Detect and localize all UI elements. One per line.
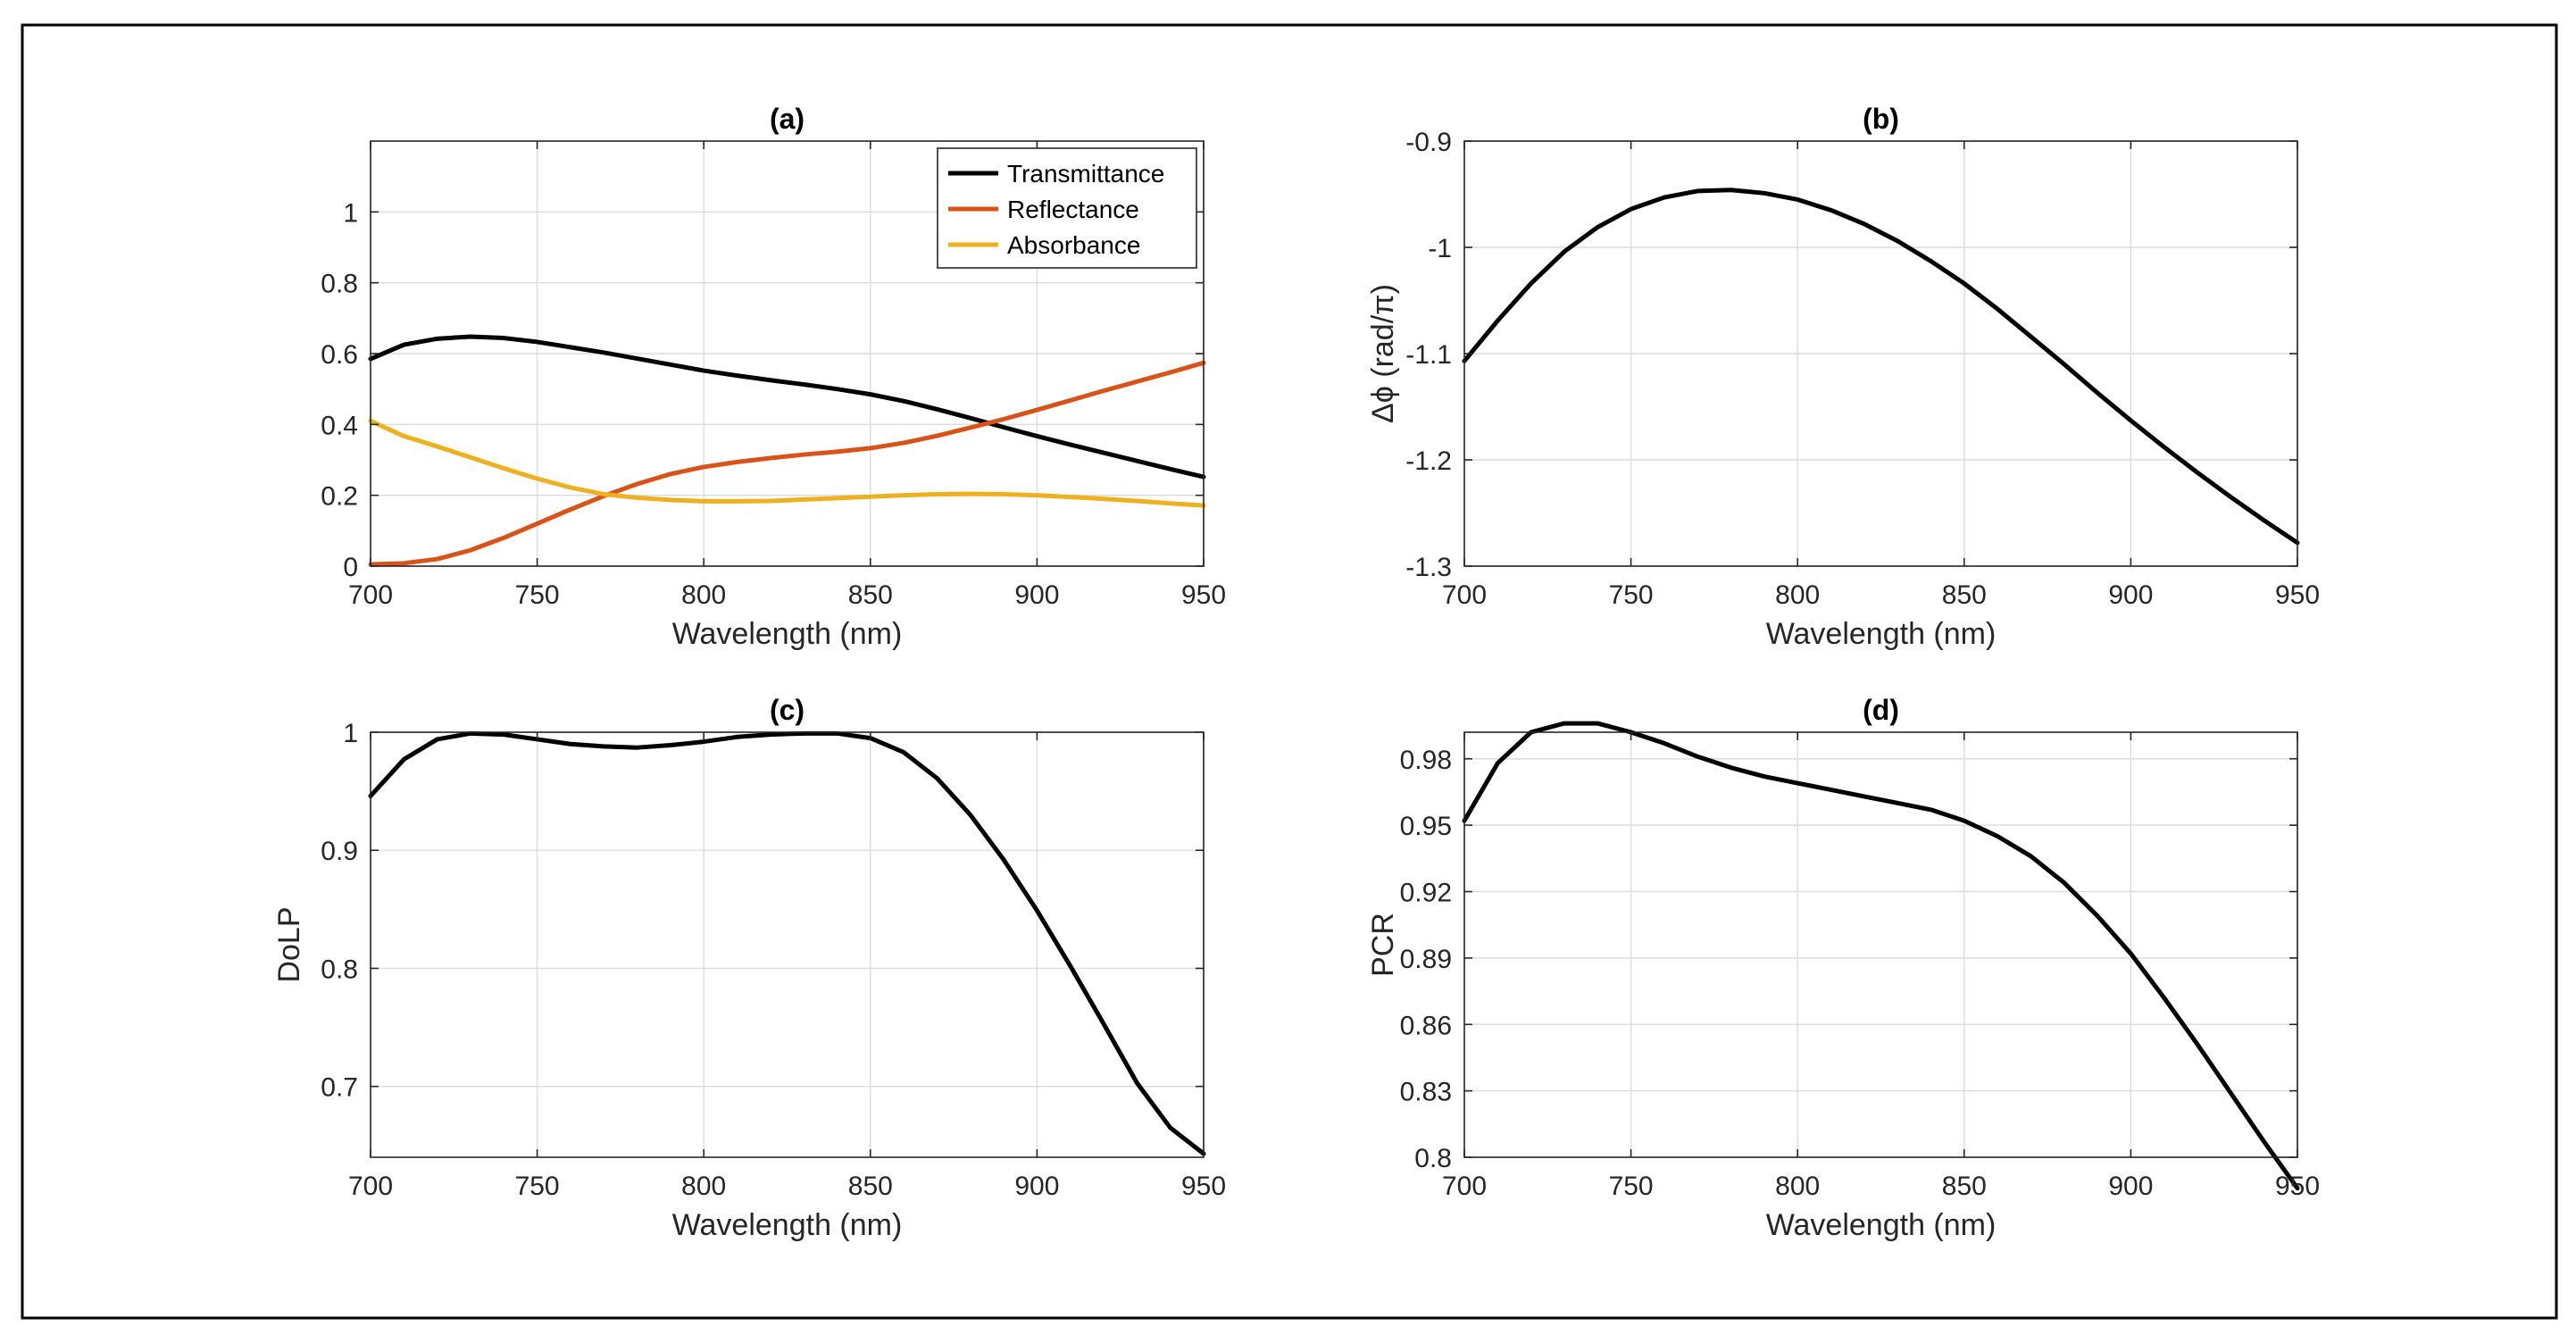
chart-a-y-tick-label: 0.4 [321, 411, 358, 440]
chart-a-x-axis-label: Wavelength (nm) [672, 617, 903, 651]
chart-c-x-tick-label: 750 [515, 1172, 560, 1201]
chart-a-legend: Transmittance Reflectance Absorbance [937, 147, 1197, 269]
chart-a-x-tick-label: 700 [348, 580, 393, 610]
chart-a-y-tick-label: 0 [343, 553, 358, 582]
chart-d-y-tick-label: 0.89 [1400, 945, 1452, 974]
chart-a-y-tick-label: 0.8 [321, 270, 358, 299]
chart-c-y-tick-label: 0.7 [321, 1073, 358, 1103]
chart-b-x-tick-label: 850 [1942, 580, 1987, 610]
chart-d-x-tick-label: 900 [2108, 1172, 2153, 1201]
chart-a-x-tick-label: 750 [515, 580, 560, 610]
chart-a-x-tick-label: 900 [1014, 580, 1059, 610]
chart-a-y-tick-label: 0.6 [321, 340, 358, 370]
chart-b-y-axis-label: Δϕ (rad/π) [1366, 284, 1400, 423]
chart-b-x-tick-label: 750 [1609, 580, 1654, 610]
chart-b-x-tick-label: 900 [2108, 580, 2153, 610]
panels: 700 750 800 850 900 950 0 0.2 0.4 0.6 0.8 1 (a) Wavel… [272, 103, 2320, 1242]
chart-d-plot-area [1464, 732, 2297, 1157]
chart-c-y-tick-label: 1 [343, 719, 358, 748]
chart-b-y-tick-label: -1.3 [1405, 553, 1452, 582]
chart-a-y-tick-label: 1 [343, 198, 358, 228]
chart-d: 700 750 800 850 900 950 0.8 0.83 0.86 0.89 0.92 0.9… [1366, 694, 2320, 1242]
chart-b-x-tick-label: 800 [1775, 580, 1820, 610]
chart-a-series-absorbance [368, 418, 1206, 508]
chart-c-x-tick-label: 800 [681, 1172, 726, 1201]
chart-c-x-axis-label: Wavelength (nm) [672, 1208, 903, 1242]
chart-d-x-tick-label: 950 [2275, 1172, 2320, 1201]
chart-b-x-tick-label: 950 [2275, 580, 2320, 610]
chart-a-series-reflectance [368, 360, 1206, 567]
chart-b-y-tick-label: -0.9 [1405, 128, 1452, 157]
chart-c-y-tick-label: 0.9 [321, 837, 358, 866]
chart-d-y-axis-label: PCR [1366, 913, 1400, 977]
chart-c-plot-area [371, 732, 1204, 1157]
chart-d-x-tick-label: 700 [1442, 1172, 1487, 1201]
chart-b-y-tick-label: -1.2 [1405, 446, 1452, 476]
chart-a-series-transmittance [368, 334, 1206, 480]
chart-b-title: (b) [1863, 103, 1899, 135]
chart-c-series-dolp [368, 730, 1206, 1156]
chart-d-x-tick-label: 750 [1609, 1172, 1654, 1201]
chart-d-y-tick-label: 0.83 [1400, 1078, 1452, 1107]
chart-c-y-tick-label: 0.8 [321, 955, 358, 984]
chart-b-y-tick-label: -1.1 [1405, 340, 1452, 370]
chart-c-x-tick-label: 850 [848, 1172, 893, 1201]
chart-b-x-axis-label: Wavelength (nm) [1766, 617, 1997, 651]
chart-d-series-pcr [1462, 721, 2300, 1191]
chart-a-x-tick-label: 850 [848, 580, 893, 610]
chart-c-y-axis-label: DoLP [272, 906, 306, 982]
chart-d-x-tick-label: 850 [1942, 1172, 1987, 1201]
chart-b-y-tick-label: -1 [1428, 234, 1452, 263]
chart-a-legend-label-absorbance: Absorbance [1007, 231, 1140, 259]
chart-a-title: (a) [770, 103, 804, 135]
chart-c-x-tick-label: 950 [1181, 1172, 1226, 1201]
chart-b-series-phase-difference [1462, 188, 2300, 546]
chart-a-legend-label-reflectance: Reflectance [1007, 196, 1139, 223]
chart-c: 700 750 800 850 900 950 0.7 0.8 0.9 1 (c) Wavelengt… [272, 694, 1226, 1242]
chart-d-x-tick-label: 800 [1775, 1172, 1820, 1201]
chart-b-x-tick-label: 700 [1442, 580, 1487, 610]
chart-a-x-tick-label: 950 [1181, 580, 1226, 610]
chart-a: 700 750 800 850 900 950 0 0.2 0.4 0.6 0.8 1 (a) Wavel… [321, 103, 1226, 651]
chart-c-x-tick-label: 700 [348, 1172, 393, 1201]
chart-c-title: (c) [770, 694, 804, 726]
chart-d-y-tick-label: 0.8 [1414, 1144, 1452, 1173]
chart-d-y-tick-label: 0.98 [1400, 746, 1452, 775]
chart-d-y-tick-label: 0.95 [1400, 812, 1452, 841]
chart-c-axes-box [370, 731, 1205, 1158]
chart-d-axes-box [1463, 731, 2298, 1158]
chart-d-x-axis-label: Wavelength (nm) [1766, 1208, 1997, 1242]
chart-a-legend-label-transmittance: Transmittance [1007, 160, 1164, 188]
chart-a-y-tick-label: 0.2 [321, 482, 358, 512]
chart-b: 700 750 800 850 900 950 -1.3 -1.2 -1.1 -1 -0.9 (b) W… [1366, 103, 2320, 651]
chart-d-y-tick-label: 0.92 [1400, 879, 1452, 908]
chart-c-x-tick-label: 900 [1014, 1172, 1059, 1201]
chart-d-title: (d) [1863, 694, 1899, 726]
chart-d-y-tick-label: 0.86 [1400, 1011, 1452, 1040]
chart-a-x-tick-label: 800 [681, 580, 726, 610]
